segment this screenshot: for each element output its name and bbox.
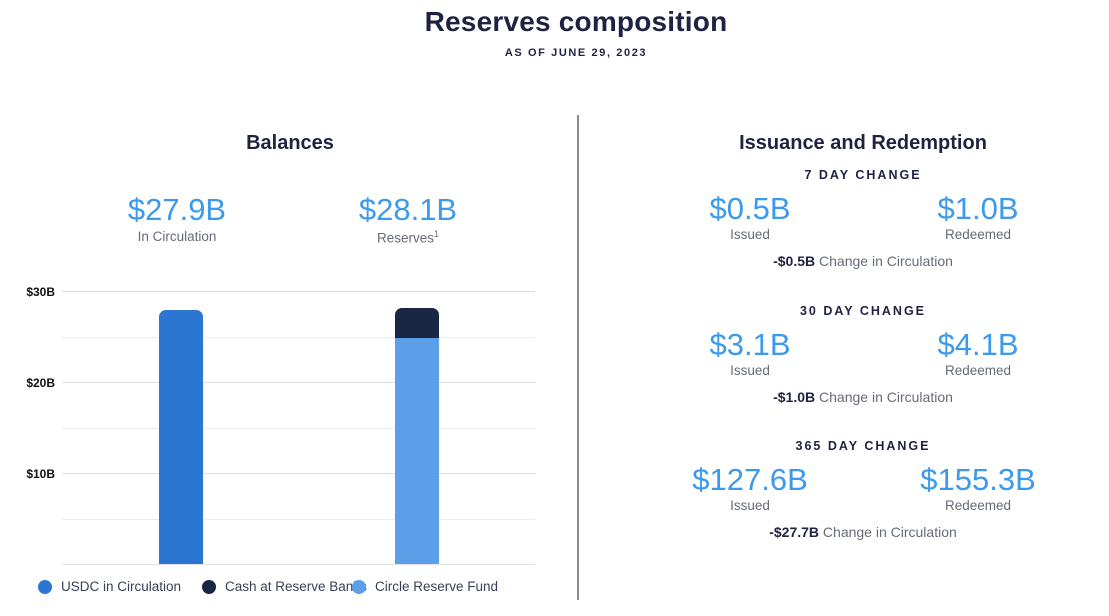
issued-value: $127.6B <box>692 462 808 497</box>
gridline-25b <box>62 337 535 338</box>
issued-stat: $0.5B Issued <box>635 191 865 243</box>
redeemed-label: Redeemed <box>944 227 1012 242</box>
panel-divider <box>577 115 579 600</box>
issued-stat: $127.6B Issued <box>635 462 865 514</box>
redeemed-value: $4.1B <box>937 327 1019 362</box>
legend-dot-blue-icon <box>38 579 52 594</box>
stat-reserves: $28.1B Reserves1 <box>288 193 528 246</box>
bar-segment-usdc-in-circulation <box>159 310 203 564</box>
legend-dot-navy-icon <box>202 579 216 594</box>
stat-reserves-label: Reserves1 <box>288 229 528 246</box>
issued-value: $3.1B <box>709 327 791 362</box>
balances-heading: Balances <box>246 132 334 154</box>
legend-label: USDC in Circulation <box>61 579 182 594</box>
redeemed-value: $1.0B <box>937 191 1019 226</box>
change-label: Change in Circulation <box>819 389 953 405</box>
gridline-10b <box>62 473 535 474</box>
change-label: Change in Circulation <box>819 253 953 269</box>
legend-label: Circle Reserve Fund <box>375 579 499 594</box>
period-heading: 30 DAY CHANGE <box>799 304 927 318</box>
period-heading: 7 DAY CHANGE <box>804 168 922 182</box>
stat-in-circulation: $27.9B In Circulation <box>57 192 297 245</box>
redeemed-stat: $155.3B Redeemed <box>863 462 1093 514</box>
legend-label: Cash at Reserve Banks <box>225 579 367 594</box>
ytick-10b: $10B <box>26 467 55 481</box>
issued-label: Issued <box>730 498 770 513</box>
x-axis-baseline <box>62 564 535 565</box>
gridline-30b <box>62 291 535 292</box>
reserves-footnote-marker: 1 <box>434 229 440 239</box>
legend-item-usdc-in-circulation: USDC in Circulation <box>38 579 181 594</box>
change-in-circulation-line: -$0.5B Change in Circulation <box>617 253 1109 269</box>
legend-item-cash-at-reserve-banks: Cash at Reserve Banks <box>202 579 367 594</box>
redeemed-stat: $4.1B Redeemed <box>863 327 1093 379</box>
stat-reserves-value: $28.1B <box>358 192 458 227</box>
section-365-day-change: 365 DAY CHANGE $127.6B Issued $155.3B Re… <box>617 439 1109 549</box>
redeemed-label: Redeemed <box>944 363 1012 378</box>
page-subtitle: AS OF JUNE 29, 2023 <box>504 47 648 59</box>
change-value: -$0.5B <box>773 253 816 269</box>
section-7-day-change: 7 DAY CHANGE $0.5B Issued $1.0B Redeemed… <box>617 168 1109 278</box>
stat-in-circulation-value: $27.9B <box>127 192 227 227</box>
redeemed-value: $155.3B <box>920 462 1036 497</box>
ytick-20b: $20B <box>26 376 55 390</box>
legend-item-circle-reserve-fund: Circle Reserve Fund <box>352 579 498 594</box>
issuance-redemption-heading: Issuance and Redemption <box>739 132 987 154</box>
section-30-day-change: 30 DAY CHANGE $3.1B Issued $4.1B Redeeme… <box>617 304 1109 414</box>
balances-bar-chart: $30B $20B $10B <box>26 283 535 565</box>
stat-in-circulation-label: In Circulation <box>137 229 217 244</box>
redeemed-label: Redeemed <box>944 498 1012 513</box>
bar-usdc-in-circulation <box>159 310 203 564</box>
stat-reserves-label-text: Reserves <box>376 230 434 246</box>
legend-dot-lightblue-icon <box>352 579 366 594</box>
gridline-20b <box>62 382 535 383</box>
ytick-30b: $30B <box>26 285 55 299</box>
bar-segment-circle-reserve-fund <box>395 337 439 564</box>
issued-stat: $3.1B Issued <box>635 327 865 379</box>
change-value: -$27.7B <box>769 524 820 540</box>
bar-segment-cash-at-reserve-banks <box>395 308 439 338</box>
change-in-circulation-line: -$27.7B Change in Circulation <box>617 524 1109 540</box>
change-label: Change in Circulation <box>822 524 957 540</box>
redeemed-stat: $1.0B Redeemed <box>863 191 1093 243</box>
issued-value: $0.5B <box>709 191 791 226</box>
issued-label: Issued <box>730 363 770 378</box>
bar-reserves-stacked <box>395 308 439 564</box>
change-value: -$1.0B <box>773 389 816 405</box>
issued-label: Issued <box>730 227 770 242</box>
period-heading: 365 DAY CHANGE <box>795 439 931 453</box>
change-in-circulation-line: -$1.0B Change in Circulation <box>617 389 1109 405</box>
gridline-15b <box>62 428 535 429</box>
page-title: Reserves composition <box>424 6 728 37</box>
gridline-5b <box>62 519 535 520</box>
